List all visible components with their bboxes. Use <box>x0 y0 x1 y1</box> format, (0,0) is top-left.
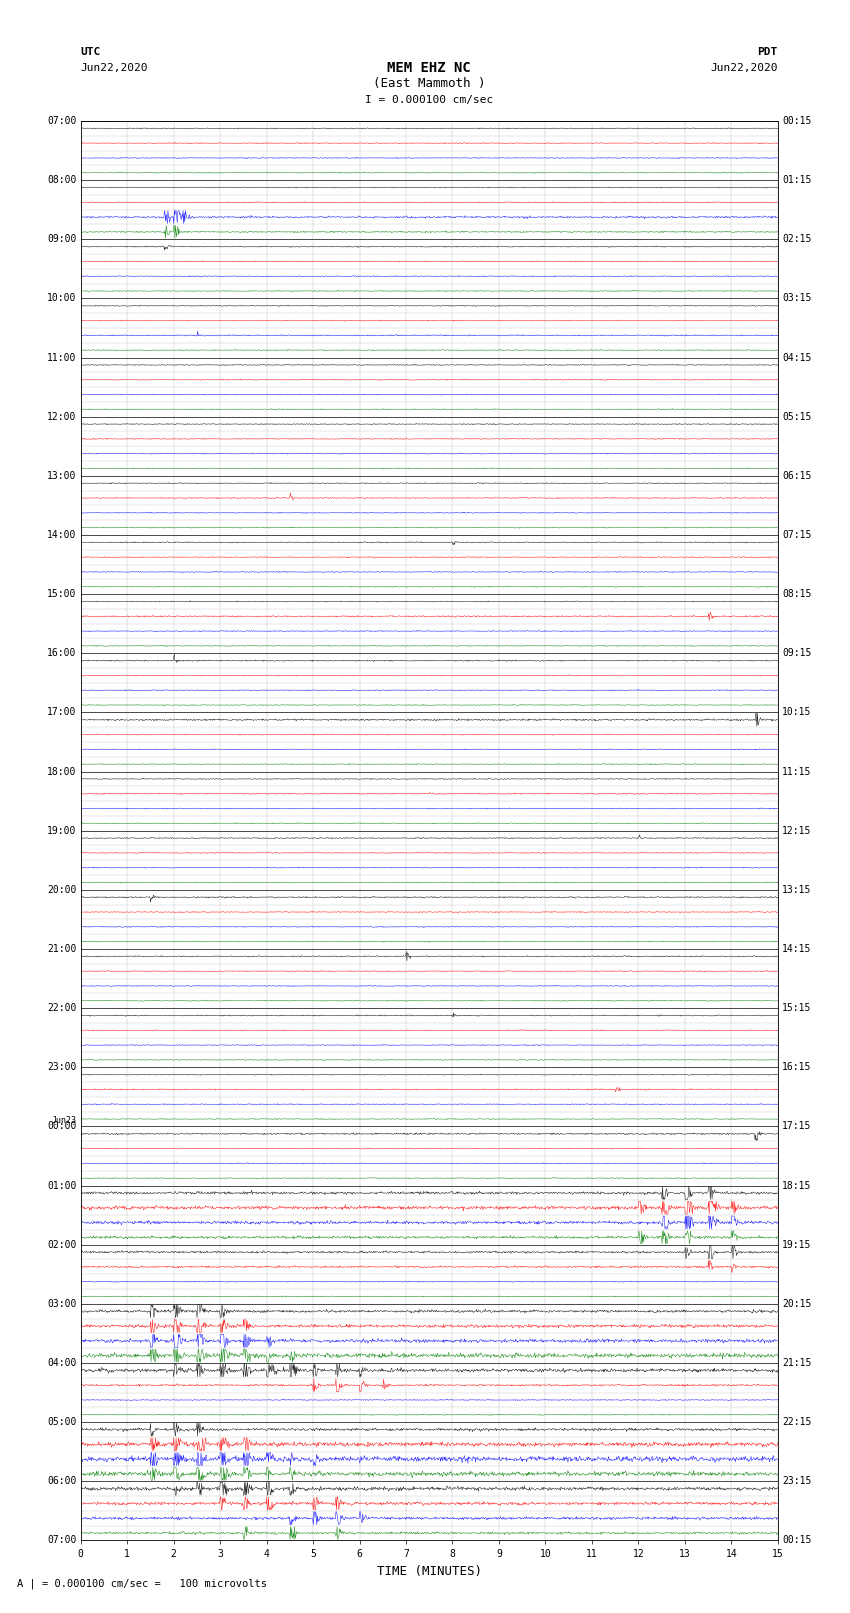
Text: 17:15: 17:15 <box>782 1121 811 1131</box>
Text: 10:00: 10:00 <box>48 294 76 303</box>
Text: 22:00: 22:00 <box>48 1003 76 1013</box>
Text: 02:15: 02:15 <box>782 234 811 244</box>
Text: Jun23: Jun23 <box>52 1116 76 1124</box>
Text: 15:00: 15:00 <box>48 589 76 598</box>
Text: 21:15: 21:15 <box>782 1358 811 1368</box>
Text: 00:00: 00:00 <box>48 1121 76 1131</box>
Text: 05:15: 05:15 <box>782 411 811 421</box>
Text: 00:15: 00:15 <box>782 1536 811 1545</box>
Text: Jun22,2020: Jun22,2020 <box>711 63 778 73</box>
Text: UTC: UTC <box>81 47 101 56</box>
Text: 01:00: 01:00 <box>48 1181 76 1190</box>
Text: 07:00: 07:00 <box>48 116 76 126</box>
Text: 12:15: 12:15 <box>782 826 811 836</box>
Text: 10:15: 10:15 <box>782 708 811 718</box>
Text: 15:15: 15:15 <box>782 1003 811 1013</box>
Text: 19:15: 19:15 <box>782 1240 811 1250</box>
Text: 20:15: 20:15 <box>782 1298 811 1308</box>
Text: 06:15: 06:15 <box>782 471 811 481</box>
Text: 13:15: 13:15 <box>782 886 811 895</box>
Text: Jun22,2020: Jun22,2020 <box>81 63 148 73</box>
Text: 18:15: 18:15 <box>782 1181 811 1190</box>
Text: 23:15: 23:15 <box>782 1476 811 1486</box>
Text: 11:15: 11:15 <box>782 766 811 776</box>
Text: I = 0.000100 cm/sec: I = 0.000100 cm/sec <box>366 95 493 105</box>
Text: 01:15: 01:15 <box>782 176 811 185</box>
Text: 00:15: 00:15 <box>782 116 811 126</box>
Text: 11:00: 11:00 <box>48 353 76 363</box>
Text: 07:15: 07:15 <box>782 531 811 540</box>
Text: 08:00: 08:00 <box>48 176 76 185</box>
Text: 04:00: 04:00 <box>48 1358 76 1368</box>
Text: 19:00: 19:00 <box>48 826 76 836</box>
Text: 12:00: 12:00 <box>48 411 76 421</box>
Text: 03:00: 03:00 <box>48 1298 76 1308</box>
Text: 05:00: 05:00 <box>48 1418 76 1428</box>
Text: 16:15: 16:15 <box>782 1063 811 1073</box>
Text: 03:15: 03:15 <box>782 294 811 303</box>
Text: 14:00: 14:00 <box>48 531 76 540</box>
Text: 17:00: 17:00 <box>48 708 76 718</box>
Text: 07:00: 07:00 <box>48 1536 76 1545</box>
Text: PDT: PDT <box>757 47 778 56</box>
Text: 02:00: 02:00 <box>48 1240 76 1250</box>
Text: 09:15: 09:15 <box>782 648 811 658</box>
Text: 22:15: 22:15 <box>782 1418 811 1428</box>
Text: (East Mammoth ): (East Mammoth ) <box>373 77 485 90</box>
Text: 14:15: 14:15 <box>782 944 811 953</box>
Text: 23:00: 23:00 <box>48 1063 76 1073</box>
Text: 20:00: 20:00 <box>48 886 76 895</box>
Text: 21:00: 21:00 <box>48 944 76 953</box>
Text: 13:00: 13:00 <box>48 471 76 481</box>
X-axis label: TIME (MINUTES): TIME (MINUTES) <box>377 1565 482 1578</box>
Text: 09:00: 09:00 <box>48 234 76 244</box>
Text: 08:15: 08:15 <box>782 589 811 598</box>
Text: 18:00: 18:00 <box>48 766 76 776</box>
Text: A | = 0.000100 cm/sec =   100 microvolts: A | = 0.000100 cm/sec = 100 microvolts <box>17 1579 267 1589</box>
Text: 16:00: 16:00 <box>48 648 76 658</box>
Text: 04:15: 04:15 <box>782 353 811 363</box>
Text: 06:00: 06:00 <box>48 1476 76 1486</box>
Text: MEM EHZ NC: MEM EHZ NC <box>388 61 471 74</box>
